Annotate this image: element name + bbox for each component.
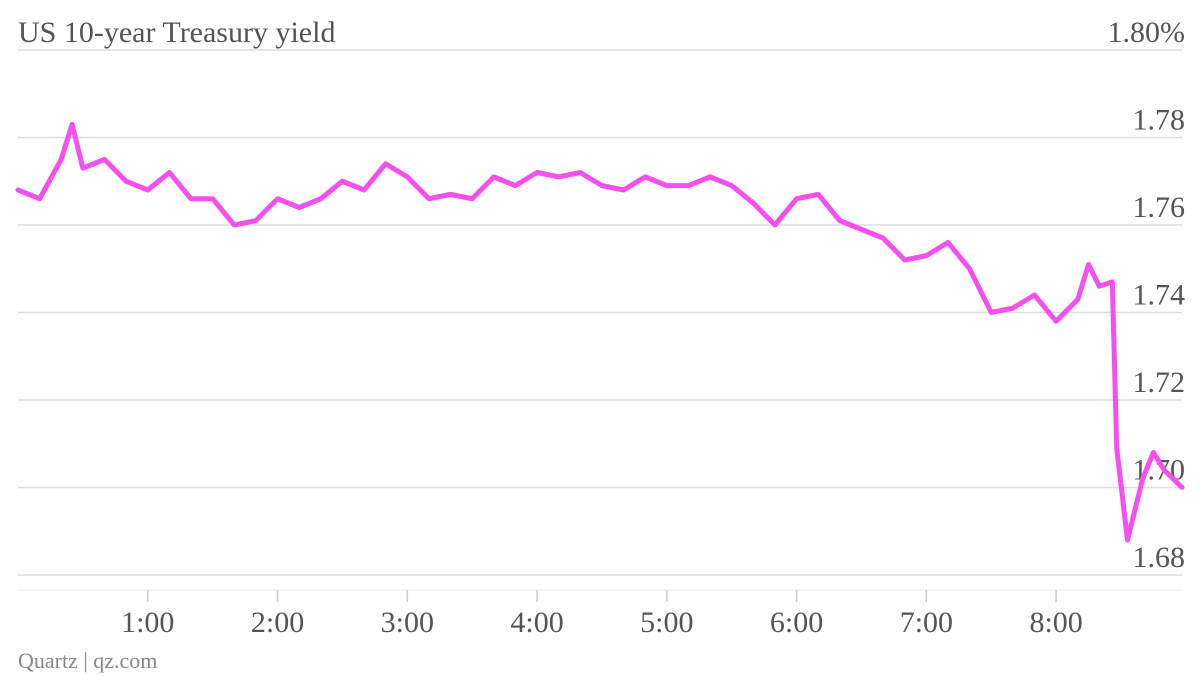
y-tick-label: 1.78: [1133, 104, 1186, 137]
x-tick-label: 4:00: [510, 606, 563, 639]
x-tick-label: 3:00: [381, 606, 434, 639]
line-series: [15, 121, 1185, 543]
x-tick-label: 1:00: [121, 606, 174, 639]
x-tick-label: 7:00: [900, 606, 953, 639]
y-tick-label: 1.68: [1133, 541, 1186, 574]
x-tick-label: 8:00: [1029, 606, 1082, 639]
source: Quartz | qz.com: [18, 648, 157, 673]
x-tick-label: 6:00: [770, 606, 823, 639]
x-tick-label: 5:00: [640, 606, 693, 639]
y-tick-label: 1.76: [1133, 191, 1186, 224]
chart-title: US 10-year Treasury yield: [18, 16, 335, 49]
y-tick-label: 1.74: [1133, 279, 1186, 312]
y-tick-label: 1.80%: [1108, 16, 1186, 49]
x-tick-label: 2:00: [251, 606, 304, 639]
y-tick-label: 1.72: [1133, 366, 1186, 399]
